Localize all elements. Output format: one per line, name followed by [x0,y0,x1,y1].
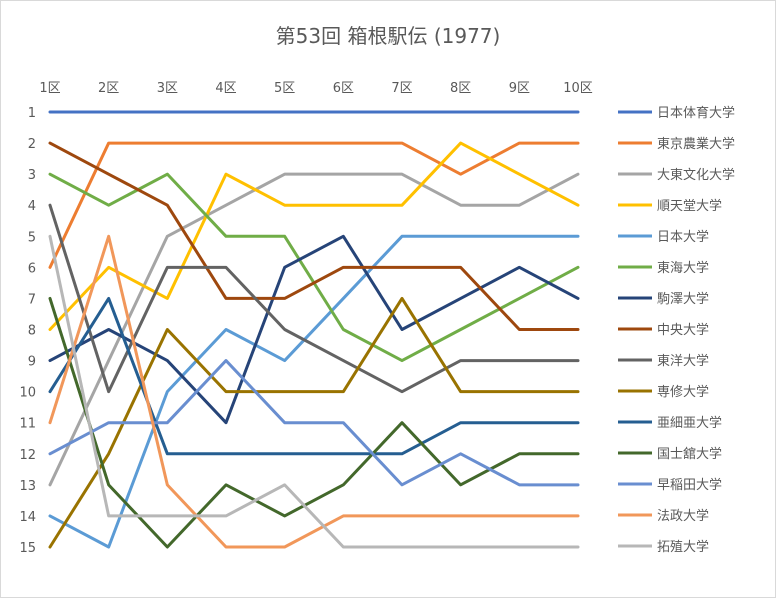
legend-label: 日本体育大学 [657,105,735,121]
series-line [48,296,580,549]
y-tick-label: 15 [19,541,36,556]
legend: 日本体育大学東京農業大学大東文化大学順天堂大学日本大学東海大学駒澤大学中央大学東… [618,105,735,555]
legend-label: 早稲田大学 [657,477,722,493]
series-line [48,172,580,363]
y-tick-label: 6 [28,261,36,276]
series-line [48,203,580,394]
legend-label: 日本大学 [657,229,709,245]
x-tick-label: 7区 [391,81,412,96]
x-tick-label: 10区 [563,81,593,96]
legend-label: 駒澤大学 [657,291,709,307]
y-tick-label: 9 [28,355,36,370]
chart-title: 第53回 箱根駅伝 (1977) [275,24,501,48]
y-tick-label: 4 [28,199,36,214]
y-tick-label: 12 [19,448,36,463]
legend-label: 中央大学 [657,322,709,338]
y-tick-label: 1 [28,106,36,121]
y-tick-label: 7 [28,292,36,307]
x-tick-label: 9区 [509,81,530,96]
y-tick-label: 2 [28,137,36,152]
legend-label: 大東文化大学 [657,167,735,183]
y-tick-label: 14 [19,510,36,525]
legend-label: 亜細亜大学 [657,415,722,431]
series-line [48,234,580,549]
y-tick-label: 10 [19,386,36,401]
y-tick-label: 3 [28,168,36,183]
x-tick-label: 3区 [157,81,178,96]
x-tick-label: 6区 [333,81,354,96]
series-line [48,172,580,487]
legend-label: 国士舘大学 [657,446,722,462]
x-tick-label: 5区 [274,81,295,96]
x-tick-label: 2区 [98,81,119,96]
series-line [48,234,580,425]
x-tick-label: 4区 [215,81,236,96]
series-line [48,141,580,331]
series-lines [48,110,580,549]
x-tick-label: 8区 [450,81,471,96]
series-line [48,234,580,549]
legend-label: 東京農業大学 [657,136,735,152]
series-line [48,234,580,549]
y-tick-label: 11 [19,417,36,432]
legend-label: 拓殖大学 [657,539,709,555]
legend-label: 東海大学 [657,260,709,276]
x-axis-labels: 1区 2区 3区 4区 5区 6区 7区 8区 9区 10区 [39,81,592,96]
legend-label: 東洋大学 [657,353,709,369]
legend-label: 法政大学 [657,508,709,524]
legend-label: 順天堂大学 [657,198,722,214]
y-tick-label: 13 [19,479,36,494]
series-line [48,141,580,331]
series-line [48,359,580,487]
y-tick-label: 8 [28,324,36,339]
y-tick-label: 5 [28,230,36,245]
legend-label: 専修大学 [657,384,709,400]
series-line [48,296,580,456]
x-tick-label: 1区 [39,81,60,96]
